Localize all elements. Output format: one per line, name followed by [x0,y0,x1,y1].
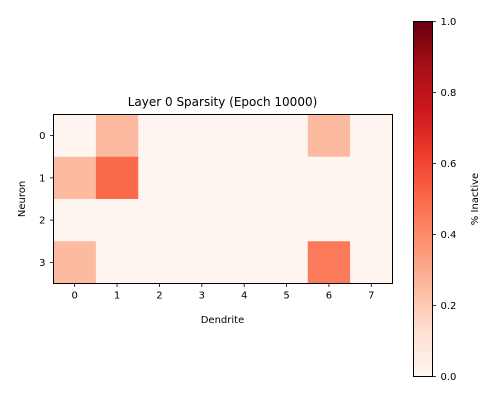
x-tick-label: 2 [156,291,162,302]
colorbar-tick-label: 0.8 [441,88,457,99]
chart-title: Layer 0 Sparsity (Epoch 10000) [128,95,318,109]
heatmap-cell [350,199,393,242]
heatmap-cell [138,241,182,284]
heatmap-cell [350,114,393,158]
colorbar-tick-label: 0.4 [441,230,457,241]
heatmap-frame [53,114,393,284]
heatmap-cell [95,114,139,158]
colorbar-label: % Inactive [470,173,481,225]
heatmap-cell [350,241,393,284]
x-tick-label: 7 [368,291,374,302]
heatmap-cell [307,114,351,158]
y-tick-label: 0 [39,131,45,142]
heatmap-cells [53,114,393,284]
heatmap-cell [95,199,139,242]
colorbar-tick-label: 0.2 [441,301,457,312]
heatmap-cell [180,199,224,242]
colorbar-tick-label: 1.0 [441,17,457,28]
heatmap-cell [180,114,224,158]
x-tick-label: 5 [283,291,289,302]
x-tick-label: 0 [72,291,78,302]
y-axis-ticks: 0 1 2 3 [39,131,54,269]
heatmap-cell [138,156,182,200]
heatmap-cell [307,199,351,242]
heatmap-cell [138,114,182,158]
colorbar-tick-label: 0.6 [441,159,457,170]
colorbar-ticks: 0.0 0.2 0.4 0.6 0.8 1.0 [432,17,457,383]
colorbar-tick-label: 0.0 [441,372,457,383]
y-axis-label: Neuron [17,181,28,217]
heatmap-cell [265,241,309,284]
colorbar [413,21,433,377]
heatmap-cell [95,241,139,284]
x-axis-label: Dendrite [201,315,245,326]
heatmap-cell [53,156,97,200]
heatmap-cell [223,241,266,284]
heatmap-cell [53,241,97,284]
x-axis-ticks: 0 1 2 3 4 5 6 7 [72,283,375,302]
heatmap-cell [53,199,97,242]
x-tick-label: 6 [326,291,332,302]
x-tick-label: 1 [114,291,120,302]
heatmap-cell [53,114,97,158]
heatmap-cell [350,156,393,200]
y-tick-label: 2 [39,216,45,227]
x-tick-label: 4 [241,291,247,302]
heatmap-cell [223,114,266,158]
heatmap-cell [265,114,309,158]
heatmap-cell [223,156,266,200]
x-tick-label: 3 [199,291,205,302]
y-tick-label: 3 [39,258,45,269]
heatmap-cell [95,156,139,200]
heatmap-cell [307,241,351,284]
heatmap-cell [265,156,309,200]
y-tick-label: 1 [39,173,45,184]
heatmap-cell [138,199,182,242]
heatmap-cell [223,199,266,242]
heatmap-cell [265,199,309,242]
heatmap-cell [307,156,351,200]
heatmap-cell [180,156,224,200]
heatmap-cell [180,241,224,284]
